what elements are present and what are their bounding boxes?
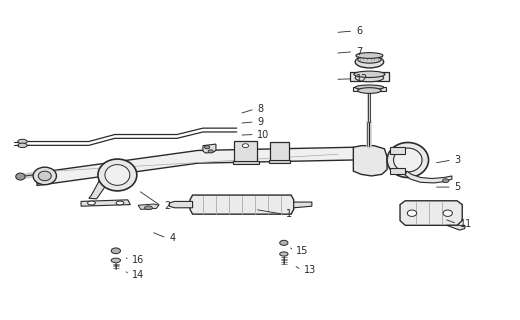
- Ellipse shape: [443, 210, 452, 216]
- Bar: [233, 161, 259, 164]
- Ellipse shape: [355, 74, 384, 82]
- Ellipse shape: [242, 144, 249, 148]
- Ellipse shape: [443, 179, 449, 183]
- Text: 13: 13: [304, 265, 316, 275]
- Text: 11: 11: [460, 219, 472, 229]
- Ellipse shape: [280, 252, 288, 256]
- Bar: [269, 160, 290, 163]
- Ellipse shape: [354, 71, 385, 77]
- Polygon shape: [400, 201, 462, 225]
- Ellipse shape: [204, 146, 210, 149]
- Text: 15: 15: [296, 246, 309, 256]
- Ellipse shape: [280, 240, 288, 245]
- Ellipse shape: [98, 159, 137, 191]
- Polygon shape: [447, 225, 465, 230]
- Ellipse shape: [394, 148, 422, 172]
- Ellipse shape: [16, 173, 25, 180]
- Text: 10: 10: [257, 130, 270, 140]
- Text: 14: 14: [132, 270, 144, 280]
- Polygon shape: [350, 72, 388, 81]
- Polygon shape: [81, 200, 131, 206]
- Text: 7: 7: [356, 47, 362, 57]
- Text: 2: 2: [164, 201, 171, 211]
- Text: 9: 9: [257, 117, 264, 127]
- Ellipse shape: [87, 201, 95, 205]
- Bar: [234, 141, 257, 162]
- Ellipse shape: [38, 171, 51, 181]
- Polygon shape: [405, 171, 452, 183]
- Text: 8: 8: [257, 104, 264, 114]
- Ellipse shape: [358, 56, 381, 63]
- Ellipse shape: [208, 150, 213, 153]
- Ellipse shape: [18, 139, 27, 144]
- Text: 5: 5: [454, 182, 461, 192]
- Ellipse shape: [111, 248, 121, 254]
- Bar: [270, 141, 289, 161]
- Bar: [389, 168, 405, 174]
- Bar: [389, 147, 405, 154]
- Ellipse shape: [355, 85, 384, 90]
- Ellipse shape: [145, 206, 152, 210]
- Ellipse shape: [407, 210, 417, 216]
- Ellipse shape: [387, 142, 428, 178]
- Ellipse shape: [18, 143, 27, 148]
- Ellipse shape: [111, 258, 121, 263]
- Polygon shape: [89, 181, 107, 199]
- Polygon shape: [203, 144, 216, 153]
- Ellipse shape: [105, 164, 130, 185]
- Polygon shape: [294, 202, 312, 208]
- Ellipse shape: [356, 52, 383, 58]
- Text: 16: 16: [132, 255, 144, 265]
- Polygon shape: [190, 195, 294, 214]
- Ellipse shape: [355, 56, 384, 68]
- Text: 1: 1: [286, 209, 292, 219]
- Polygon shape: [354, 146, 387, 176]
- Ellipse shape: [116, 201, 124, 205]
- Ellipse shape: [33, 167, 57, 185]
- Text: 12: 12: [356, 74, 368, 84]
- Polygon shape: [169, 201, 192, 208]
- Polygon shape: [138, 204, 159, 209]
- Text: 6: 6: [356, 26, 362, 36]
- Text: 3: 3: [454, 155, 461, 165]
- Ellipse shape: [358, 88, 381, 93]
- Polygon shape: [37, 147, 374, 186]
- Polygon shape: [354, 87, 385, 92]
- Text: 4: 4: [169, 233, 175, 243]
